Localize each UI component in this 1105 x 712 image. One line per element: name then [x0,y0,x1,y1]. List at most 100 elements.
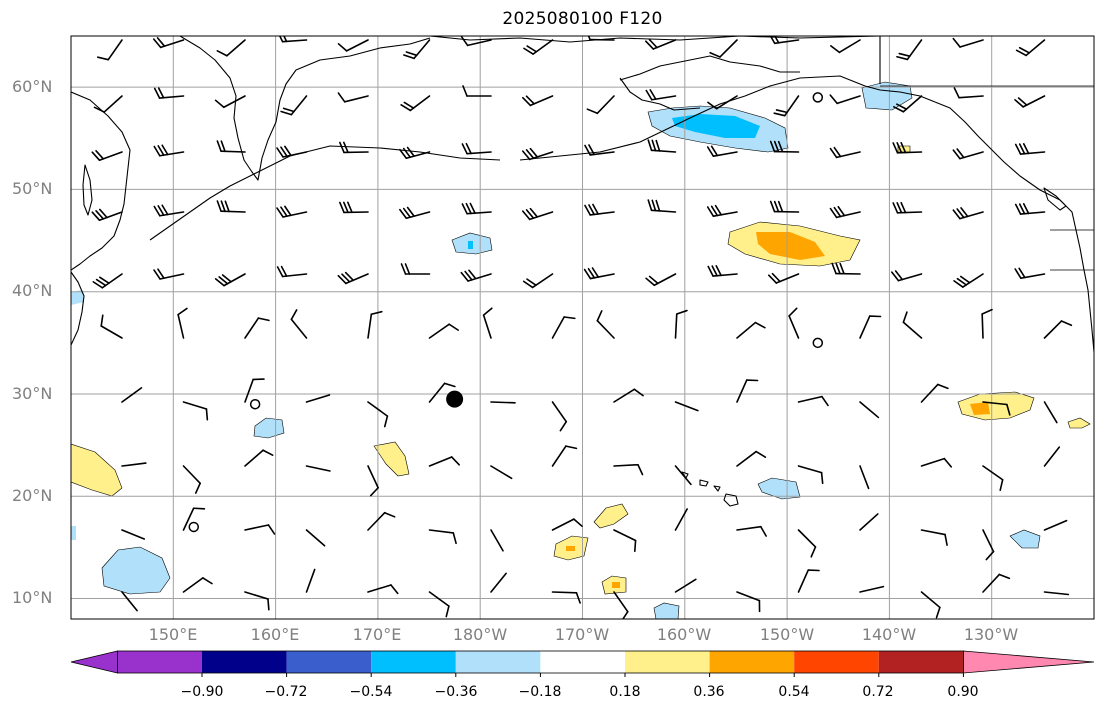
wind-barb [428,529,457,545]
wind-barb [920,383,949,403]
coastlines [71,36,1094,507]
wind-barb [522,273,554,289]
lat-label-20n: 20°N [12,486,53,505]
wind-barb [1015,39,1046,57]
wind-barb [707,264,738,277]
wind-barb [1014,95,1046,108]
shade-positive-north-pacific-core [756,232,825,260]
wind-barb [645,89,677,101]
wind-barb [584,144,615,156]
wind-barb [767,272,800,284]
lon-label-150e: 150°E [148,625,198,644]
wind-barb [182,507,206,531]
colorbar-segment [371,651,456,673]
wind-barb [182,465,201,494]
wind-barb [830,39,861,54]
wind-barb [797,465,824,485]
wind-barb [339,141,369,154]
wind-barb [182,577,213,593]
wind-barb [797,395,829,407]
wind-barb [92,273,123,289]
coast-alaska-north [429,36,881,43]
wind-barb [490,401,516,404]
wind-barb [367,310,383,339]
wind-barbs [91,36,1073,619]
lon-label-130w: 130°W [963,625,1019,644]
wind-barb [583,267,615,280]
wind-barb [367,465,379,497]
wind-barb [153,87,185,99]
coast-vancouver-island [1043,187,1067,211]
storm-marker-filled [446,390,464,408]
wind-barb [736,591,761,613]
wind-barb [216,200,246,213]
shade-positive-west-25n [71,443,123,497]
storm-marker-open [812,92,824,103]
wind-barb [367,584,399,595]
shade-positive-east-25n [1067,417,1091,429]
wind-barb [244,524,276,535]
lon-label-150w: 150°W [759,625,815,644]
wind-barb [891,270,923,282]
wind-barb [305,529,326,547]
wind-barb [1043,320,1073,339]
wind-barb [1014,202,1046,215]
wind-barb [153,144,185,157]
wind-barb [399,206,431,220]
wind-barb [244,317,270,339]
wind-barb [982,401,1011,416]
wind-barb [490,572,507,593]
wind-barb [96,39,123,61]
shade-negative-west-30n [253,417,285,439]
colorbar-tick-label: 0.72 [862,684,894,700]
wind-barb [829,205,861,219]
wind-barb [981,308,993,339]
wind-barb [551,518,583,531]
wind-barb [920,457,953,468]
storm-marker-open [249,398,261,410]
wind-barb [859,513,879,531]
shade-positive-east-30n-core [970,402,990,415]
map-frame [70,35,1095,620]
wind-barb [586,95,615,115]
anomaly-shading [71,81,1091,619]
lon-label-170e: 170°E [352,625,402,644]
wind-barb [1043,401,1058,424]
lat-label-60n: 60°N [12,77,53,96]
wind-barb [769,140,800,153]
wind-barb [585,36,615,41]
wind-barb [337,92,369,103]
colorbar-segment [794,651,879,673]
colorbar-segment [878,651,964,673]
shade-negative-gulf-core [672,114,760,138]
wind-barb [674,508,688,531]
wind-barb [276,205,308,218]
wind-barb [521,207,554,221]
gridlines [71,36,1094,619]
coast-hawaii-3 [713,485,721,492]
markers [188,92,824,533]
wind-barb [1014,142,1046,155]
wind-barb [647,139,677,153]
wind-barb [182,401,209,421]
wind-barb [490,529,504,552]
wind-barb [305,568,316,593]
wind-barb [428,323,459,339]
wind-barb [428,591,450,618]
wind-barb [153,268,185,280]
wind-barb [216,140,246,153]
wind-barb [367,401,389,428]
coast-british-columbia [934,101,1094,353]
wind-barb [244,449,274,467]
wind-barb [551,401,568,432]
wind-barb [829,94,861,105]
wind-barb [1043,591,1070,596]
coast-hawaii-2 [699,479,709,487]
wind-barb [305,394,331,403]
wind-barb [482,307,493,339]
wind-barb [773,95,800,117]
wind-barb [460,36,492,47]
wind-barb [859,401,880,419]
wind-barb [522,95,554,107]
wind-barb [920,529,948,546]
